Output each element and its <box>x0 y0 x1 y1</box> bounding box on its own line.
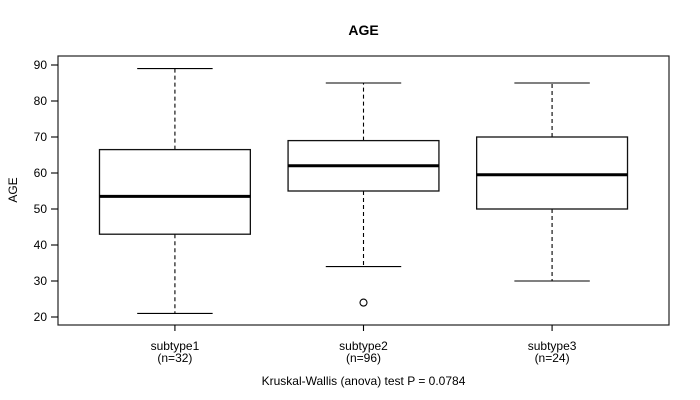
group-n-label-subtype1: (n=32) <box>157 351 192 365</box>
iqr-box-subtype1 <box>98 148 252 235</box>
group-n-label-subtype2: (n=96) <box>346 351 381 365</box>
y-tick-label: 20 <box>34 310 48 324</box>
y-tick-label: 80 <box>34 94 48 108</box>
group-label-subtype3: subtype3 <box>528 339 577 353</box>
y-tick-label: 40 <box>34 238 48 252</box>
group-label-subtype2: subtype2 <box>339 339 388 353</box>
iqr-box-subtype3 <box>475 136 629 210</box>
outlier-point-subtype2 <box>359 298 368 307</box>
chart-title: AGE <box>348 22 379 38</box>
y-tick-label: 50 <box>34 202 48 216</box>
y-tick-label: 30 <box>34 274 48 288</box>
y-tick-label: 70 <box>34 130 48 144</box>
y-tick-label: 60 <box>34 166 48 180</box>
stat-annotation: Kruskal-Wallis (anova) test P = 0.0784 <box>261 374 466 388</box>
y-tick-label: 90 <box>34 58 48 72</box>
group-label-subtype1: subtype1 <box>151 339 200 353</box>
group-n-label-subtype3: (n=24) <box>535 351 570 365</box>
